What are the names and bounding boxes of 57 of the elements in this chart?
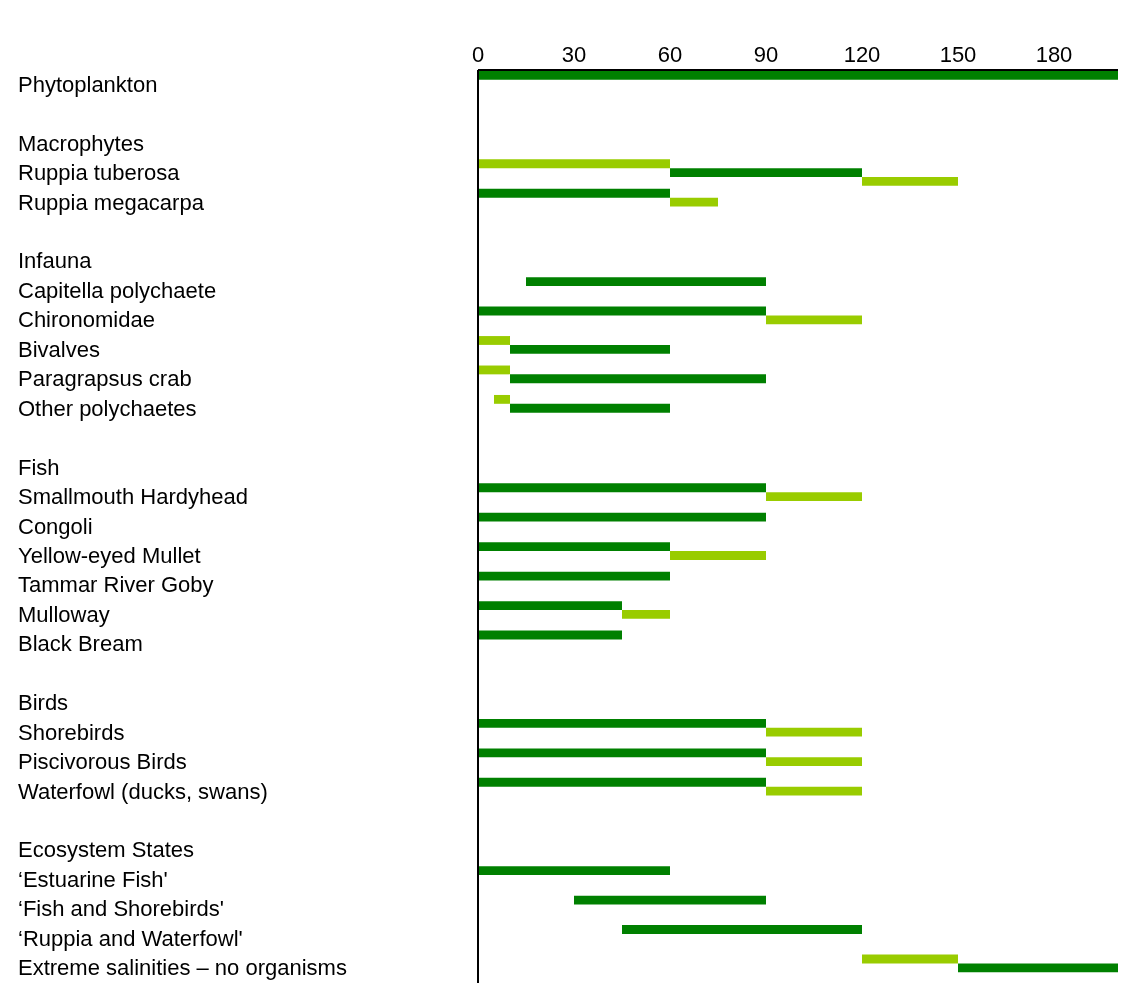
bar: [478, 483, 766, 493]
y-tick-label: Birds: [18, 690, 69, 716]
bar: [670, 551, 766, 560]
bar: [478, 777, 766, 787]
y-tick-label: Bivalves: [18, 336, 100, 362]
y-tick-label: ‘Ruppia and Waterfowl': [18, 925, 243, 951]
y-tick-label: Waterfowl (ducks, swans): [18, 778, 268, 804]
y-tick-label: Paragrapsus crab: [18, 366, 192, 392]
x-tick-label: 60: [657, 42, 683, 67]
x-tick-label: 30: [561, 42, 587, 67]
bar: [478, 571, 670, 581]
y-tick-label: Extreme salinities – no organisms: [18, 955, 347, 981]
bar: [478, 188, 670, 198]
bar: [670, 197, 718, 207]
y-tick-label: Tammar River Goby: [18, 572, 214, 598]
bar: [766, 757, 862, 767]
bar: [766, 727, 862, 737]
y-tick-label: Fish: [18, 454, 60, 480]
y-tick-label: Macrophytes: [18, 130, 144, 156]
y-tick-label: Ruppia megacarpa: [18, 189, 205, 215]
y-tick-label: Ruppia tuberosa: [18, 160, 181, 186]
x-tick-label: 180: [1035, 42, 1073, 67]
y-tick-label: ‘Estuarine Fish': [18, 866, 168, 892]
y-tick-label: Smallmouth Hardyhead: [18, 484, 248, 510]
y-tick-label: Capitella polychaete: [18, 277, 217, 303]
bar: [478, 542, 670, 552]
bar: [766, 315, 862, 325]
bar: [622, 925, 862, 934]
x-tick-label: 90: [753, 42, 779, 67]
y-tick-label: Infauna: [18, 248, 93, 274]
bar: [766, 786, 862, 796]
bar: [622, 609, 670, 619]
bar: [862, 177, 958, 186]
y-tick-label: Shorebirds: [18, 719, 125, 745]
bar: [478, 601, 622, 610]
bar: [478, 512, 766, 522]
y-tick-label: Black Bream: [18, 631, 143, 657]
y-tick-label: Congoli: [18, 513, 93, 539]
bar: [574, 895, 766, 905]
x-tick-label: 120: [843, 42, 881, 67]
bar: [766, 492, 862, 501]
x-tick-label: 150: [939, 42, 977, 67]
bar: [526, 277, 766, 286]
y-tick-label: Chironomidae: [18, 307, 155, 333]
x-tick-label: 0: [471, 42, 485, 67]
y-tick-label: Phytoplankton: [18, 71, 158, 97]
y-tick-label: Yellow-eyed Mullet: [18, 542, 201, 568]
bar: [478, 718, 766, 728]
y-tick-label: ‘Fish and Shorebirds': [18, 896, 224, 922]
y-tick-label: Mulloway: [18, 601, 110, 627]
bar: [478, 630, 622, 640]
bar: [478, 748, 766, 758]
y-tick-label: Piscivorous Birds: [18, 749, 187, 775]
bar: [478, 866, 670, 876]
bar: [478, 306, 766, 316]
y-tick-label: Other polychaetes: [18, 395, 197, 421]
y-tick-label: Ecosystem States: [18, 837, 195, 863]
